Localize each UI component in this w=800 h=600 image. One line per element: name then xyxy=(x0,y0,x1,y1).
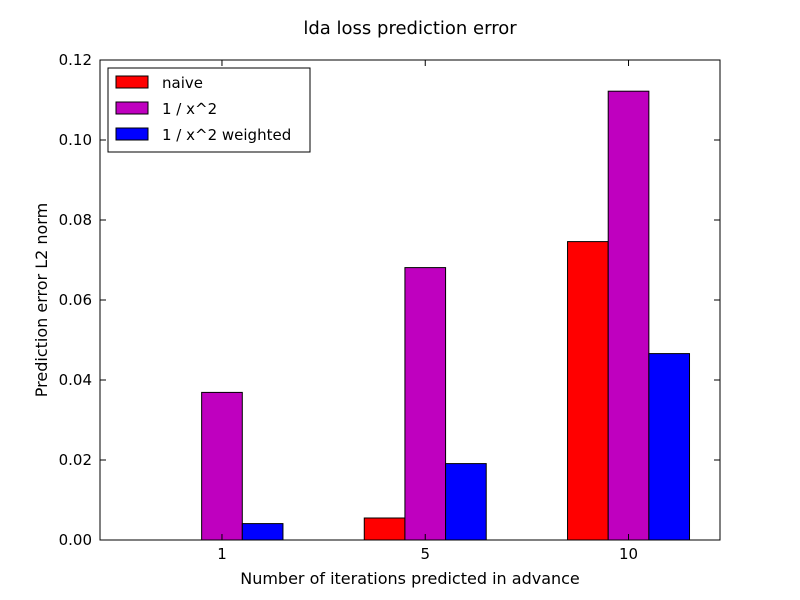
bar-1-x-2-weighted-5 xyxy=(445,463,487,541)
y-axis-label: Prediction error L2 norm xyxy=(32,203,51,397)
x-ticks-group: 1 5 10 xyxy=(217,60,638,563)
y-tick-label: 0.06 xyxy=(59,291,92,309)
legend-label: 1 / x^2 weighted xyxy=(162,126,291,144)
bar-1-x-2-weighted-1 xyxy=(241,523,284,541)
x-tick-label: 5 xyxy=(420,545,430,563)
x-tick-label: 10 xyxy=(619,545,638,563)
y-tick-label: 0.10 xyxy=(59,131,92,149)
legend-label: naive xyxy=(162,74,203,92)
bar-1-x-2-5 xyxy=(404,267,447,541)
y-ticks-group: 0.00 0.02 0.04 0.06 0.08 0.10 0.12 xyxy=(59,51,720,549)
bar-1-x-2-1 xyxy=(201,391,243,541)
plot-area: 0.000.020.040.060.080.100.12 1 5 10 xyxy=(59,51,721,563)
bar-naive-5 xyxy=(363,517,406,541)
x-tick-label: 1 xyxy=(217,545,227,563)
bar-1-x-2-10 xyxy=(607,90,650,541)
legend-swatch xyxy=(115,127,149,141)
bar-naive-10 xyxy=(567,241,609,541)
y-tick-label: 0.12 xyxy=(59,51,92,69)
y-tick-label: 0.00 xyxy=(59,531,92,549)
y-tick-label: 0.02 xyxy=(59,451,92,469)
legend-swatch xyxy=(115,75,149,89)
bar-1-x-2-weighted-10 xyxy=(648,353,691,541)
y-tick-label: 0.04 xyxy=(59,371,92,389)
x-axis-label: Number of iterations predicted in advanc… xyxy=(240,569,580,588)
bars-group xyxy=(201,90,691,541)
y-tick-label: 0.08 xyxy=(59,211,92,229)
chart-title: lda loss prediction error xyxy=(303,18,517,39)
legend: naive 1 / x^2 1 / x^2 weighted xyxy=(107,67,311,153)
legend-label: 1 / x^2 xyxy=(162,100,217,118)
legend-swatch xyxy=(115,101,149,115)
